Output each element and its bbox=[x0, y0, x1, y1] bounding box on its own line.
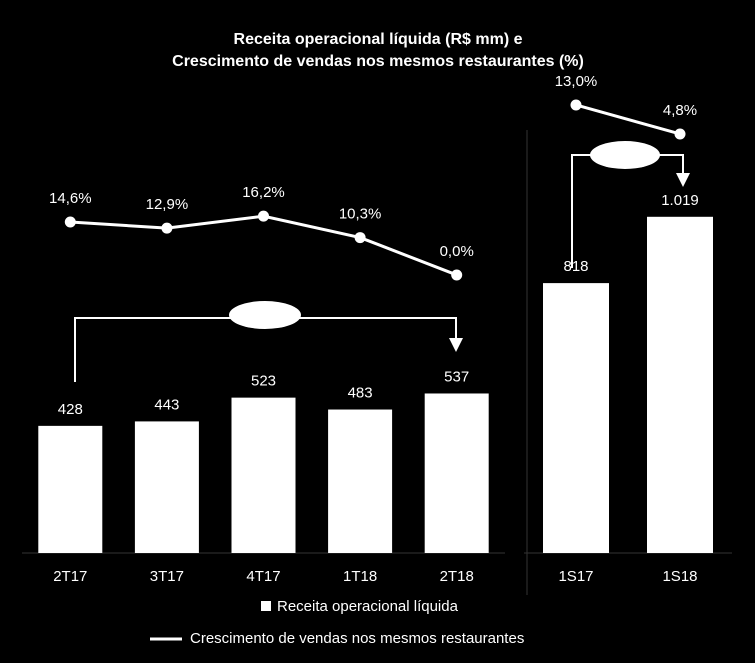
legend-swatch bbox=[261, 601, 271, 611]
growth-oval bbox=[229, 301, 301, 329]
growth-oval bbox=[590, 141, 660, 169]
data-label: 428 bbox=[58, 401, 83, 418]
legend-label: Crescimento de vendas nos mesmos restaur… bbox=[190, 630, 524, 647]
bar bbox=[328, 409, 393, 553]
line bbox=[575, 103, 681, 136]
data-label: 0,0% bbox=[440, 243, 474, 260]
bar bbox=[543, 283, 609, 553]
x-tick-label: 1T18 bbox=[343, 568, 377, 585]
line-point bbox=[161, 222, 173, 234]
x-tick-label: 4T17 bbox=[246, 568, 280, 585]
line-point bbox=[674, 128, 686, 140]
data-label: 16,2% bbox=[242, 184, 285, 201]
data-label: 537 bbox=[444, 368, 469, 385]
x-tick-label: 2T17 bbox=[53, 568, 87, 585]
data-label: 12,9% bbox=[146, 196, 189, 213]
bar bbox=[231, 397, 296, 553]
chart-title: Receita operacional líquida (R$ mm) e bbox=[234, 31, 523, 48]
bar bbox=[134, 421, 199, 553]
data-label: 14,6% bbox=[49, 190, 92, 207]
data-label: 1.019 bbox=[661, 192, 699, 209]
data-label: 523 bbox=[251, 373, 276, 390]
x-tick-label: 1S18 bbox=[662, 568, 697, 585]
data-label: 4,8% bbox=[663, 102, 697, 119]
line-point bbox=[64, 216, 76, 228]
x-tick-label: 2T18 bbox=[440, 568, 474, 585]
arrowhead bbox=[449, 338, 463, 352]
data-label: 818 bbox=[563, 258, 588, 275]
bar bbox=[424, 393, 489, 553]
line-point bbox=[451, 269, 463, 281]
bar bbox=[647, 216, 713, 553]
data-label: 13,0% bbox=[555, 73, 598, 90]
line-point bbox=[258, 210, 269, 222]
bar bbox=[38, 425, 103, 553]
x-tick-label: 3T17 bbox=[150, 568, 184, 585]
chart-title: Crescimento de vendas nos mesmos restaur… bbox=[172, 53, 584, 70]
arrowhead bbox=[676, 173, 690, 187]
data-label: 443 bbox=[154, 396, 179, 413]
data-label: 10,3% bbox=[339, 206, 382, 223]
legend-label: Receita operacional líquida bbox=[277, 598, 459, 615]
line-point bbox=[354, 232, 366, 244]
data-label: 483 bbox=[348, 384, 373, 401]
x-tick-label: 1S17 bbox=[558, 568, 593, 585]
line-point bbox=[570, 99, 582, 111]
